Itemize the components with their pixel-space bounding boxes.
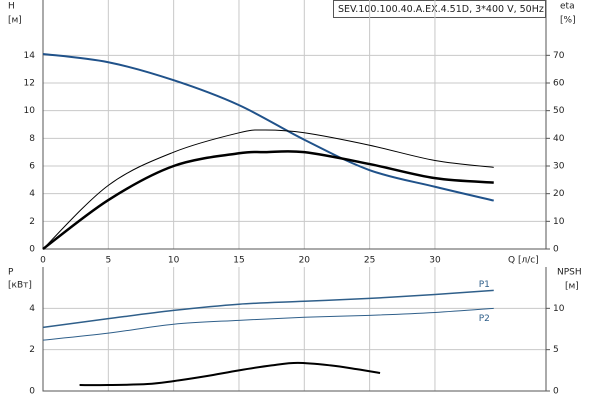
x-tick-label: 25 xyxy=(364,256,375,266)
y2-axis-unit: [м] xyxy=(565,282,579,292)
y-tick-label: 4 xyxy=(29,304,35,314)
y-axis-label: H xyxy=(8,2,15,12)
y-tick-label: 10 xyxy=(24,106,36,116)
y-tick-label: 4 xyxy=(29,189,35,199)
x-tick-label: 30 xyxy=(429,256,441,266)
y-axis-unit: [м] xyxy=(8,16,22,26)
y2-tick-label: 30 xyxy=(553,162,565,172)
y2-tick-label: 5 xyxy=(553,345,559,355)
y-tick-label: 2 xyxy=(29,217,35,227)
series-line xyxy=(42,52,494,202)
y2-tick-label: 0 xyxy=(553,387,559,397)
y-tick-label: 2 xyxy=(29,345,35,355)
y-tick-label: 8 xyxy=(29,134,35,144)
axes-frame xyxy=(42,267,547,392)
x-tick-label: 5 xyxy=(105,256,111,266)
y2-tick-label: 10 xyxy=(553,217,565,227)
x-tick-label: 20 xyxy=(299,256,311,266)
y2-axis-unit: [%] xyxy=(560,16,576,26)
y-tick-label: 12 xyxy=(24,79,35,89)
series-label: P1 xyxy=(479,280,490,290)
x-tick-label: 0 xyxy=(40,256,46,266)
y2-tick-label: 70 xyxy=(553,51,565,61)
series-line xyxy=(42,129,494,250)
y2-axis-label: NPSH xyxy=(557,268,582,278)
y2-tick-label: 40 xyxy=(553,134,565,144)
y2-tick-label: 20 xyxy=(553,189,565,199)
series-label: P2 xyxy=(479,314,490,324)
y-tick-label: 0 xyxy=(29,387,35,397)
y-tick-label: 0 xyxy=(29,245,35,255)
series-line xyxy=(42,289,494,329)
y2-axis-label: eta xyxy=(560,2,575,12)
series-line xyxy=(79,361,381,387)
x-tick-label: 15 xyxy=(233,256,244,266)
y2-tick-label: 0 xyxy=(553,245,559,255)
y-tick-label: 14 xyxy=(24,51,36,61)
y-tick-label: 6 xyxy=(29,162,35,172)
y2-tick-label: 10 xyxy=(553,304,565,314)
y2-tick-label: 50 xyxy=(553,106,565,116)
series-line xyxy=(42,307,494,341)
y-axis-label: P xyxy=(8,268,14,278)
x-tick-label: 10 xyxy=(168,256,180,266)
y-axis-unit: [кВт] xyxy=(8,281,32,291)
y2-tick-label: 60 xyxy=(553,79,565,89)
x-axis-label: Q [л/с] xyxy=(508,256,539,266)
axes-frame xyxy=(42,0,547,250)
series-line xyxy=(42,149,494,251)
chart-title: SEV.100.100.40.A.EX.4.51D, 3*400 V, 50Hz xyxy=(338,4,544,15)
